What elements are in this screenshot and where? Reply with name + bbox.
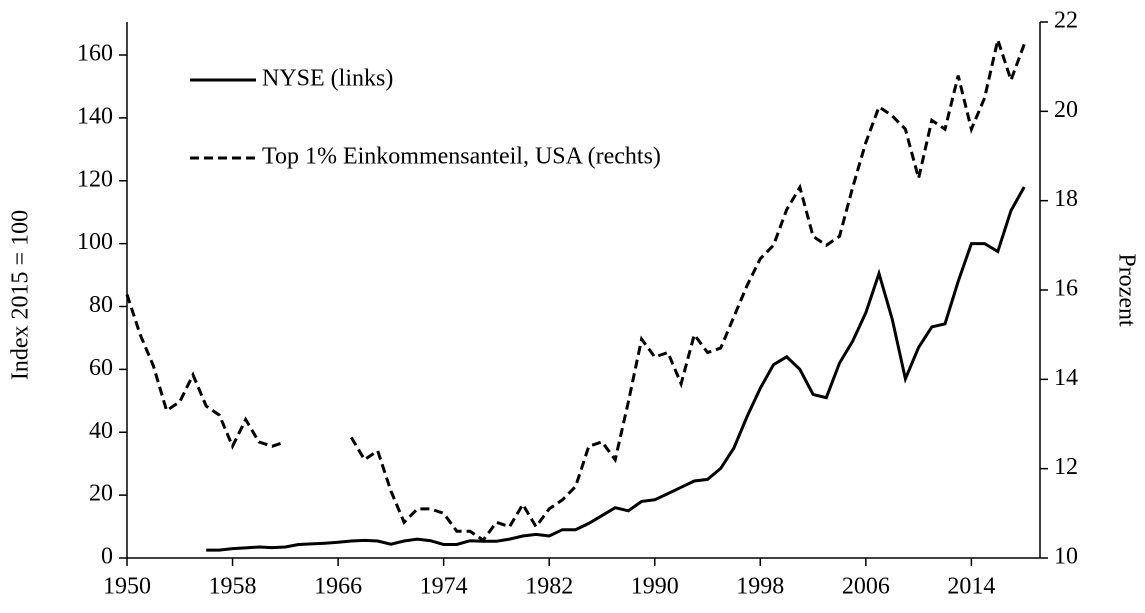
x-tick-label: 1950 — [103, 574, 151, 600]
legend-label: Top 1% Einkommensanteil, USA (rechts) — [262, 144, 661, 170]
y-tick-label: 80 — [89, 292, 113, 318]
y-tick-label: 60 — [89, 355, 113, 381]
y2-axis-label: Prozent — [1113, 253, 1139, 327]
y2-tick-label: 10 — [1054, 544, 1078, 570]
y-tick-label: 120 — [77, 166, 113, 192]
y2-tick-label: 14 — [1054, 365, 1078, 391]
y-tick-label: 40 — [89, 418, 113, 444]
x-tick-label: 2006 — [842, 574, 890, 600]
x-tick-label: 1990 — [631, 574, 679, 600]
y-tick-label: 20 — [89, 481, 113, 507]
y-tick-label: 100 — [77, 229, 113, 255]
y2-tick-label: 20 — [1054, 97, 1078, 123]
series-line — [206, 186, 1026, 552]
y-tick-label: 160 — [77, 41, 113, 67]
y2-tick-label: 22 — [1054, 8, 1078, 34]
x-tick-label: 2014 — [947, 574, 995, 600]
y2-tick-label: 18 — [1054, 186, 1078, 212]
y2-tick-label: 12 — [1054, 454, 1078, 480]
y-tick-label: 0 — [101, 544, 113, 570]
x-tick-label: 1974 — [420, 574, 468, 600]
x-tick-label: 1998 — [736, 574, 784, 600]
legend-label: NYSE (links) — [262, 66, 393, 92]
x-tick-label: 1966 — [314, 574, 362, 600]
x-tick-label: 1982 — [525, 574, 573, 600]
series-line — [125, 34, 1026, 543]
y2-tick-label: 16 — [1054, 276, 1078, 302]
x-tick-label: 1958 — [209, 574, 257, 600]
y-axis-label: Index 2015 = 100 — [8, 210, 34, 380]
y-tick-label: 140 — [77, 103, 113, 129]
